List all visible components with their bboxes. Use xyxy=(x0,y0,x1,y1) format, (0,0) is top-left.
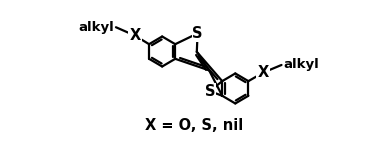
Text: alkyl: alkyl xyxy=(283,58,319,71)
Text: S: S xyxy=(204,84,215,99)
Text: alkyl: alkyl xyxy=(79,21,115,34)
Text: S: S xyxy=(192,26,203,41)
Text: X = O, S, nil: X = O, S, nil xyxy=(145,118,243,133)
Text: X: X xyxy=(130,28,141,43)
Text: X: X xyxy=(257,65,269,80)
